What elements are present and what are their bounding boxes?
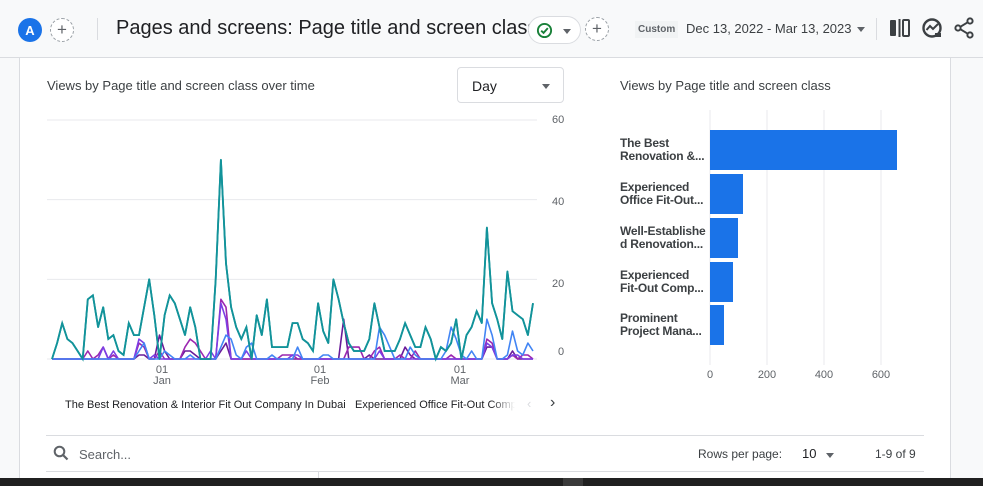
legend-item[interactable]: The Best Renovation & Interior Fit Out C… <box>65 399 346 411</box>
line-series-main[interactable] <box>51 159 534 362</box>
bar[interactable] <box>710 218 738 258</box>
legend-next-icon[interactable]: › <box>550 394 556 411</box>
insights-icon[interactable] <box>920 16 944 40</box>
chevron-down-icon[interactable] <box>826 453 834 458</box>
bar-category-label: Well-Establishe d Renovation... <box>620 224 706 251</box>
bar-x-tick: 200 <box>757 369 777 381</box>
taskbar-active-app[interactable] <box>563 478 583 486</box>
plus-icon: + <box>57 20 67 39</box>
pagination-label: 1-9 of 9 <box>875 447 916 461</box>
column-divider <box>318 472 319 478</box>
bar[interactable] <box>710 130 897 170</box>
status-dropdown[interactable] <box>528 16 581 44</box>
x-tick-jan: 01 Jan <box>153 364 171 387</box>
legend-item[interactable]: Experienced Office Fit-Out Comp <box>355 399 515 411</box>
chevron-down-icon <box>542 84 550 89</box>
table-search-input[interactable]: Search... <box>79 447 132 462</box>
rows-per-page-label: Rows per page: <box>698 447 783 461</box>
bar-chart-title: Views by Page title and screen class <box>620 78 831 93</box>
bar-x-tick: 600 <box>871 369 891 381</box>
compare-icon[interactable] <box>888 16 912 40</box>
legend-prev-icon[interactable]: ‹ <box>527 396 532 411</box>
x-tick-mar: 01 Mar <box>450 364 470 387</box>
table-header-divider <box>46 471 924 472</box>
line-series[interactable] <box>51 158 534 360</box>
report-header: A + Pages and screens: Page title and sc… <box>0 0 983 58</box>
bar-category-label: Prominent Project Mana... <box>620 311 702 338</box>
granularity-value: Day <box>472 78 497 94</box>
bar[interactable] <box>710 305 724 345</box>
bar-x-tick: 400 <box>814 369 834 381</box>
add-comparison-button[interactable]: + <box>50 18 74 42</box>
y-tick-40: 40 <box>552 196 565 208</box>
bar-category-label: Experienced Fit-Out Comp... <box>620 268 704 295</box>
y-tick-60: 60 <box>552 114 565 126</box>
bar-x-tick: 0 <box>706 369 714 381</box>
table-divider <box>46 435 924 436</box>
search-icon <box>53 445 69 461</box>
date-chip: Custom <box>635 21 679 38</box>
bar[interactable] <box>710 262 733 302</box>
chevron-down-icon[interactable] <box>857 27 865 32</box>
page-gutter <box>951 58 983 478</box>
status-check-icon <box>536 22 553 39</box>
add-filter-button[interactable]: + <box>585 17 609 41</box>
header-divider <box>97 18 98 40</box>
bar-category-label: The Best Renovation &... <box>620 136 705 163</box>
line-chart[interactable] <box>0 0 600 400</box>
date-range-picker[interactable]: Dec 13, 2022 - Mar 13, 2023 <box>686 21 852 36</box>
avatar[interactable]: A <box>18 18 42 42</box>
granularity-select[interactable]: Day <box>457 67 564 103</box>
line-chart-title: Views by Page title and screen class ove… <box>47 78 315 93</box>
os-taskbar <box>0 478 983 486</box>
page-title: Pages and screens: Page title and screen… <box>116 17 538 39</box>
y-tick-0: 0 <box>558 346 565 358</box>
header-divider <box>876 18 877 40</box>
plus-icon: + <box>592 19 602 38</box>
share-icon[interactable] <box>952 16 976 40</box>
rows-per-page-select[interactable]: 10 <box>802 446 817 461</box>
y-tick-20: 20 <box>552 278 565 290</box>
bar[interactable] <box>710 174 743 214</box>
x-tick-feb: 01 Feb <box>310 364 330 387</box>
chevron-down-icon <box>563 29 571 34</box>
bar-category-label: Experienced Office Fit-Out... <box>620 180 704 207</box>
